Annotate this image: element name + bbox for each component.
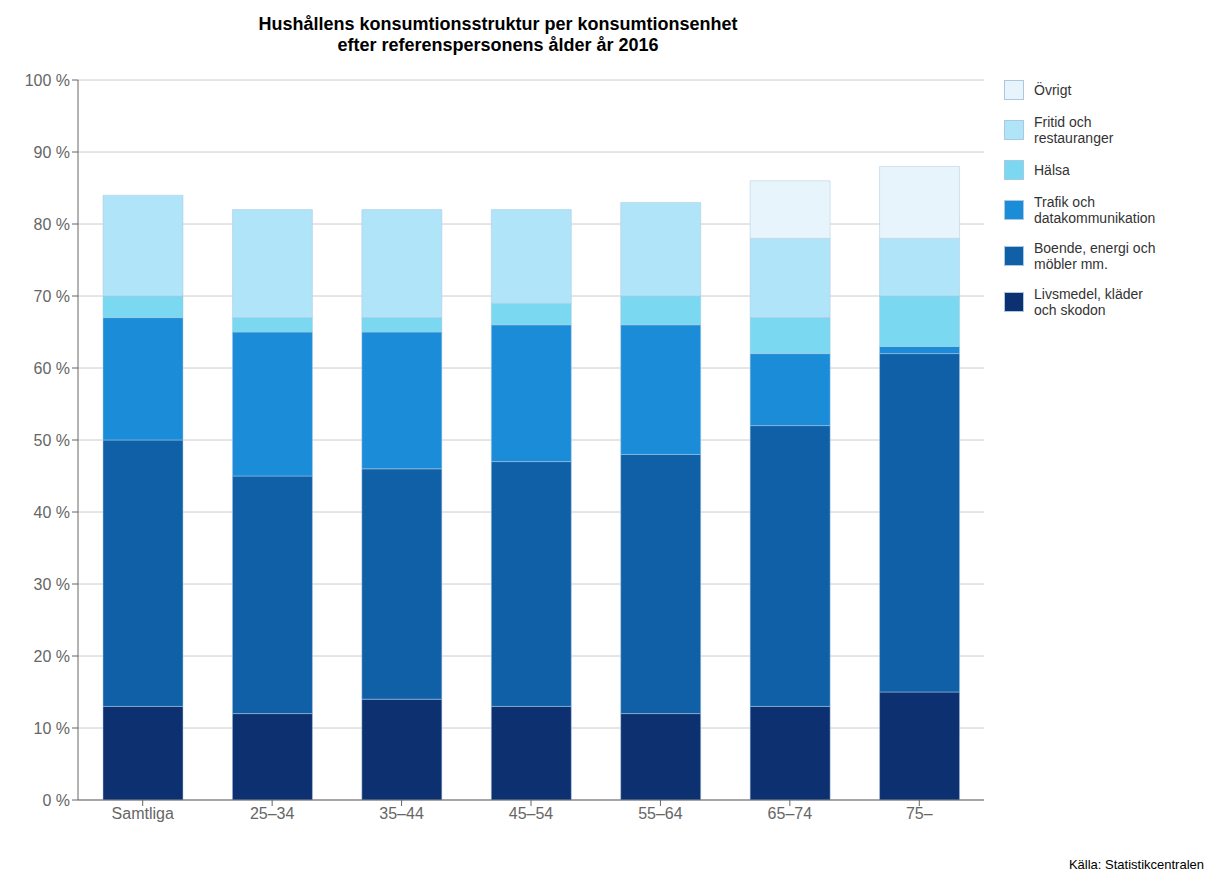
svg-text:40 %: 40 % <box>34 504 70 521</box>
svg-text:25–34: 25–34 <box>250 805 295 822</box>
html-text:Fritid och restauranger: Fritid och restauranger <box>1034 114 1114 146</box>
svg-text:60 %: 60 % <box>34 360 70 377</box>
svg-text:30 %: 30 % <box>34 576 70 593</box>
svg-text:45–54: 45–54 <box>509 805 554 822</box>
svg-text:55–64: 55–64 <box>638 805 683 822</box>
html-text:Övrigt: Övrigt <box>1034 82 1072 98</box>
svg-text:10 %: 10 % <box>34 720 70 737</box>
html-text:Hushållens konsumtionsstruktur: Hushållens konsumtionsstruktur per konsu… <box>258 14 738 55</box>
svg-text:50 %: 50 % <box>34 432 70 449</box>
svg-text:0 %: 0 % <box>42 792 70 809</box>
html-text:Boende, energi och möbler mm.: Boende, energi och möbler mm. <box>1034 240 1156 272</box>
svg-text:80 %: 80 % <box>34 216 70 233</box>
html-text:Källa: Statistikcentralen: Källa: Statistikcentralen <box>1068 857 1204 872</box>
svg-text:35–44: 35–44 <box>379 805 424 822</box>
html-text:Hälsa: Hälsa <box>1034 162 1070 178</box>
svg-text:90 %: 90 % <box>34 144 70 161</box>
svg-text:20 %: 20 % <box>34 648 70 665</box>
svg-text:75–: 75– <box>906 805 933 822</box>
svg-text:70 %: 70 % <box>34 288 70 305</box>
svg-text:Samtliga: Samtliga <box>112 805 174 822</box>
html-text:Livsmedel, kläder och skodon: Livsmedel, kläder och skodon <box>1034 286 1143 318</box>
svg-text:100 %: 100 % <box>25 72 70 89</box>
html-text:Trafik och datakommunikation: Trafik och datakommunikation <box>1034 194 1156 226</box>
svg-text:65–74: 65–74 <box>768 805 813 822</box>
